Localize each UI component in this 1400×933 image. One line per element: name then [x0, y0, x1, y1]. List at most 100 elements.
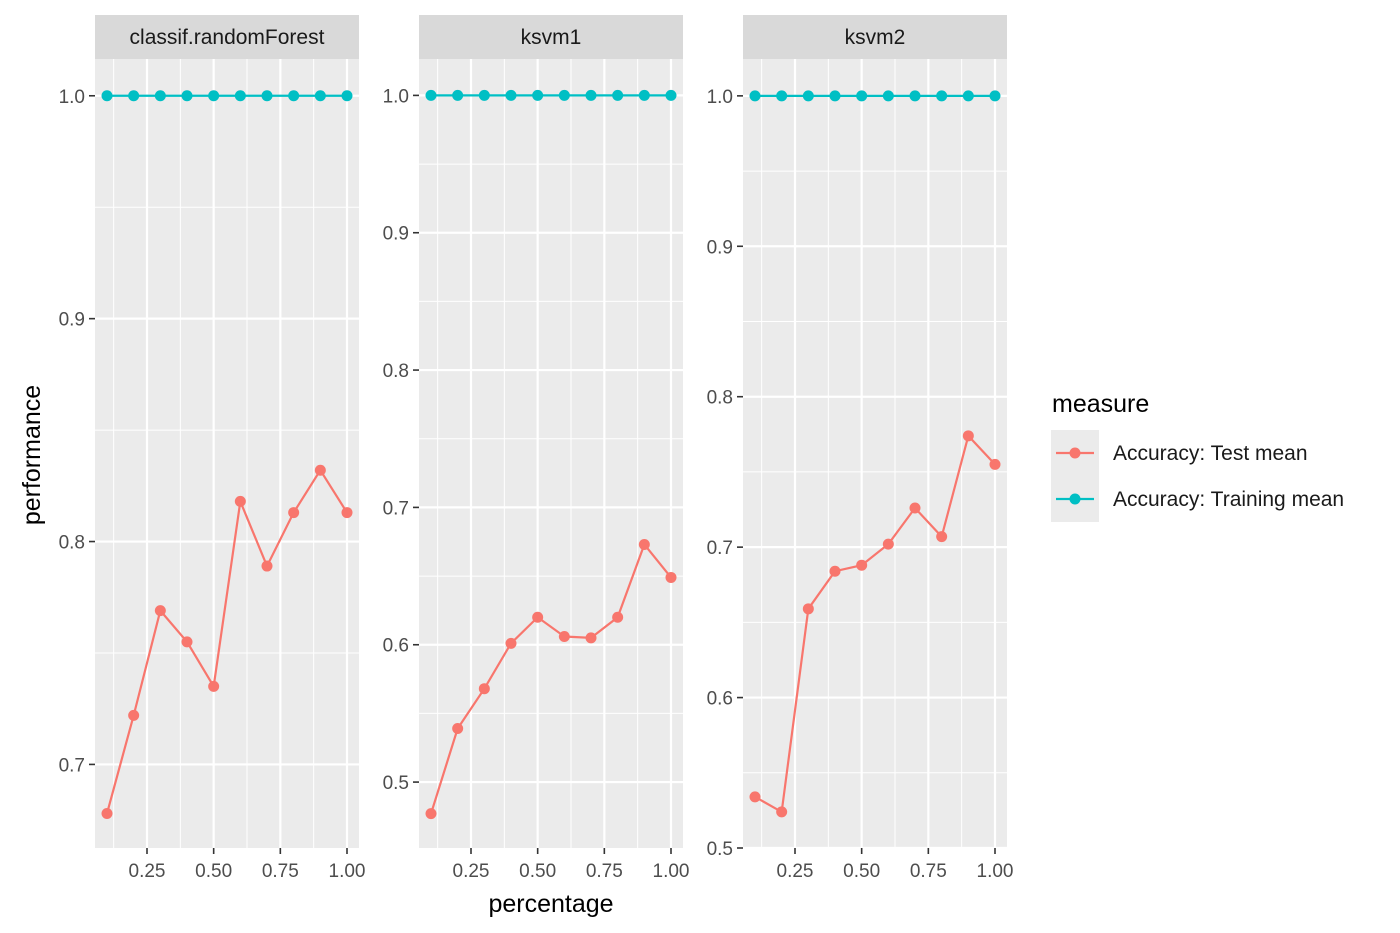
panel-classif.randomForest: classif.randomForest 0.7 0.8 0.9 1.0 0.25 0.50… — [59, 15, 366, 882]
data-point — [208, 680, 220, 692]
panel-background — [95, 59, 359, 848]
data-point — [532, 611, 544, 623]
facet-strip — [419, 15, 683, 59]
legend-entry: Accuracy: Test mean — [1056, 442, 1308, 465]
data-point — [452, 723, 464, 735]
y-tick-label: 0.9 — [707, 237, 733, 258]
x-tick-label: 1.00 — [977, 861, 1014, 882]
x-tick-label: 0.25 — [777, 861, 814, 882]
data-point — [314, 464, 326, 476]
data-point — [962, 90, 974, 102]
legend-entries: Accuracy: Test mean Accuracy: Training me… — [1056, 442, 1344, 511]
x-axis-title: percentage — [488, 890, 613, 918]
data-point — [181, 636, 193, 648]
facet-strip-label: classif.randomForest — [130, 26, 325, 49]
data-point — [665, 89, 677, 101]
x-tick-label: 0.50 — [195, 861, 232, 882]
panel-ksvm2: ksvm2 0.5 0.6 0.7 0.8 0.9 1.0 0.25 0.50 0.75 1.00 — [707, 15, 1014, 882]
panel-background — [419, 59, 683, 848]
series-test-mean — [101, 464, 353, 819]
data-point — [314, 90, 326, 102]
legend-key-point — [1069, 447, 1081, 459]
y-tick-label: 0.8 — [59, 533, 85, 554]
data-point — [532, 89, 544, 101]
y-tick-label: 1.0 — [59, 87, 85, 108]
data-point — [478, 89, 490, 101]
legend-entry-label: Accuracy: Test mean — [1113, 442, 1308, 465]
data-point — [936, 90, 948, 102]
data-point — [261, 90, 273, 102]
data-point — [638, 89, 650, 101]
y-tick-label: 0.5 — [383, 773, 409, 794]
series-line — [754, 433, 996, 814]
y-tick-label: 0.8 — [383, 361, 409, 382]
data-point — [128, 90, 140, 102]
data-point — [882, 538, 894, 550]
data-point — [181, 90, 193, 102]
data-point — [585, 89, 597, 101]
data-point — [154, 605, 166, 617]
data-point — [638, 538, 650, 550]
data-point — [208, 90, 220, 102]
legend: measure Accuracy: Test mean Accuracy: Tra… — [1051, 390, 1344, 522]
data-point — [829, 565, 841, 577]
y-tick-label: 1.0 — [707, 87, 733, 108]
data-point — [776, 806, 788, 818]
y-axis-title: performance — [18, 385, 46, 525]
data-point — [989, 90, 1001, 102]
data-point — [234, 90, 246, 102]
y-tick-label: 0.9 — [383, 224, 409, 245]
data-point — [665, 571, 677, 583]
y-tick-label: 0.5 — [707, 839, 733, 860]
x-tick-label: 0.25 — [129, 861, 166, 882]
data-point — [829, 90, 841, 102]
y-tick-label: 0.7 — [59, 755, 85, 776]
series-training-mean — [749, 90, 1001, 102]
y-tick-label: 0.9 — [59, 310, 85, 331]
x-tick-label: 0.75 — [586, 861, 623, 882]
data-point — [154, 90, 166, 102]
data-point — [261, 560, 273, 572]
y-tick-label: 0.7 — [707, 538, 733, 559]
data-point — [749, 90, 761, 102]
data-point — [989, 458, 1001, 470]
data-point — [558, 631, 570, 643]
legend-title: measure — [1052, 390, 1149, 418]
y-tick-label: 0.6 — [707, 689, 733, 710]
data-point — [882, 90, 894, 102]
y-tick-label: 0.8 — [707, 388, 733, 409]
data-point — [101, 807, 113, 819]
panel-ksvm1: ksvm1 0.5 0.6 0.7 0.8 0.9 1.0 0.25 0.50 0.75 1.00 — [383, 15, 689, 882]
legend-key-point — [1069, 493, 1081, 505]
series-training-mean — [101, 90, 353, 102]
facet-strip — [95, 15, 359, 59]
x-tick-label: 0.50 — [843, 861, 880, 882]
facet-strip — [743, 15, 1007, 59]
x-tick-label: 0.75 — [910, 861, 947, 882]
data-point — [505, 89, 517, 101]
data-point — [288, 507, 300, 519]
data-point — [936, 531, 948, 543]
series-test-mean — [749, 430, 1001, 818]
data-point — [425, 808, 437, 820]
panel-background — [743, 59, 1007, 848]
data-point — [776, 90, 788, 102]
data-point — [585, 632, 597, 644]
legend-entry: Accuracy: Training mean — [1056, 488, 1344, 511]
data-point — [505, 637, 517, 649]
data-point — [856, 90, 868, 102]
data-point — [234, 495, 246, 507]
data-point — [749, 791, 761, 803]
legend-key-background — [1051, 430, 1099, 522]
data-point — [612, 611, 624, 623]
data-point — [452, 89, 464, 101]
data-point — [856, 559, 868, 571]
data-point — [425, 89, 437, 101]
series-line — [105, 468, 348, 814]
x-tick-label: 1.00 — [329, 861, 366, 882]
data-point — [909, 90, 921, 102]
y-tick-label: 1.0 — [383, 86, 409, 107]
facet-strip-label: ksvm2 — [845, 26, 906, 49]
data-point — [128, 709, 140, 721]
